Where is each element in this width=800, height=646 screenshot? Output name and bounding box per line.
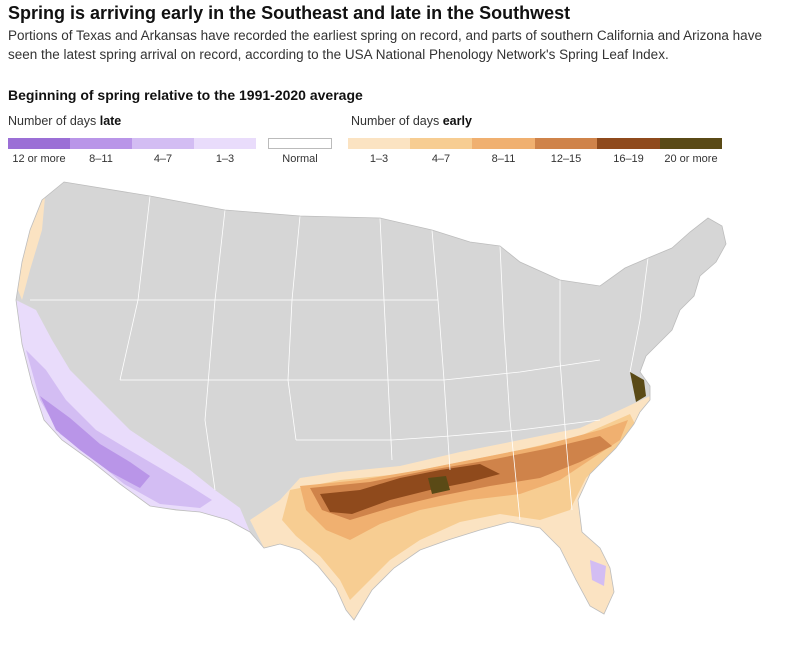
- legend-early-word: early: [442, 114, 472, 128]
- border-line-3: [287, 215, 301, 441]
- region-southwest-late-strong: [40, 396, 150, 488]
- legend-swatch-late-12: [8, 138, 70, 149]
- border-line-2: [204, 209, 226, 491]
- region-west-coast-early: [18, 186, 46, 300]
- legend-early-prefix: Number of days: [351, 114, 443, 128]
- border-line-9: [499, 245, 521, 521]
- legend-swatch-early-1: [348, 138, 410, 149]
- legend-label-early-1: 1–3: [369, 153, 389, 165]
- state-borders: [30, 195, 649, 521]
- legend-swatch-early-12: [535, 138, 597, 149]
- legend-label-late-12: 12 or more: [12, 153, 66, 165]
- legend-swatch-early-20: [660, 138, 722, 149]
- border-line-7: [120, 359, 601, 381]
- us-map: [15, 181, 727, 621]
- legend-late-prefix: Number of days: [8, 114, 100, 128]
- legend-late-word: late: [99, 114, 122, 128]
- legend-swatch-late-1: [194, 138, 256, 149]
- legend-swatch-late-8: [70, 138, 132, 149]
- legend-label-late-4: 4–7: [153, 153, 173, 165]
- region-florida-late: [590, 560, 606, 586]
- legend-label-early-12: 12–15: [550, 153, 582, 165]
- border-line-10: [559, 280, 573, 511]
- region-southeast-early-5: [320, 464, 500, 514]
- headline: Spring is arriving early in the Southeas…: [8, 3, 571, 23]
- border-line-11: [629, 257, 649, 373]
- legend-label-early-8: 8–11: [491, 153, 516, 165]
- legend-label-late-8: 8–11: [89, 153, 113, 165]
- region-southeast-early-6: [428, 476, 450, 494]
- legend-swatch-early-4: [410, 138, 472, 149]
- legend-label-early-16: 16–19: [613, 153, 644, 165]
- legend-label-late-1: 1–3: [215, 153, 235, 165]
- legend-swatch-early-16: [597, 138, 660, 149]
- dek: Portions of Texas and Arkansas have reco…: [8, 28, 762, 62]
- region-southwest-late-light: [16, 300, 250, 532]
- legend-early-label: Number of days early: [351, 114, 472, 128]
- legend-title: Beginning of spring relative to the 1991…: [8, 87, 363, 103]
- legend-swatch-early-8: [472, 138, 535, 149]
- region-virginia-coast-early-6: [630, 372, 646, 402]
- legend-swatch-late-4: [132, 138, 194, 149]
- border-line-4: [379, 217, 393, 461]
- legend-label-normal: Normal: [282, 153, 318, 165]
- legend-swatch-normal: [268, 138, 332, 149]
- border-line-8: [296, 419, 601, 441]
- border-line-5: [431, 229, 451, 471]
- legend-label-early-4: 4–7: [431, 153, 451, 165]
- legend-label-early-20: 20 or more: [664, 153, 718, 165]
- legend-late-label: Number of days late: [8, 114, 121, 128]
